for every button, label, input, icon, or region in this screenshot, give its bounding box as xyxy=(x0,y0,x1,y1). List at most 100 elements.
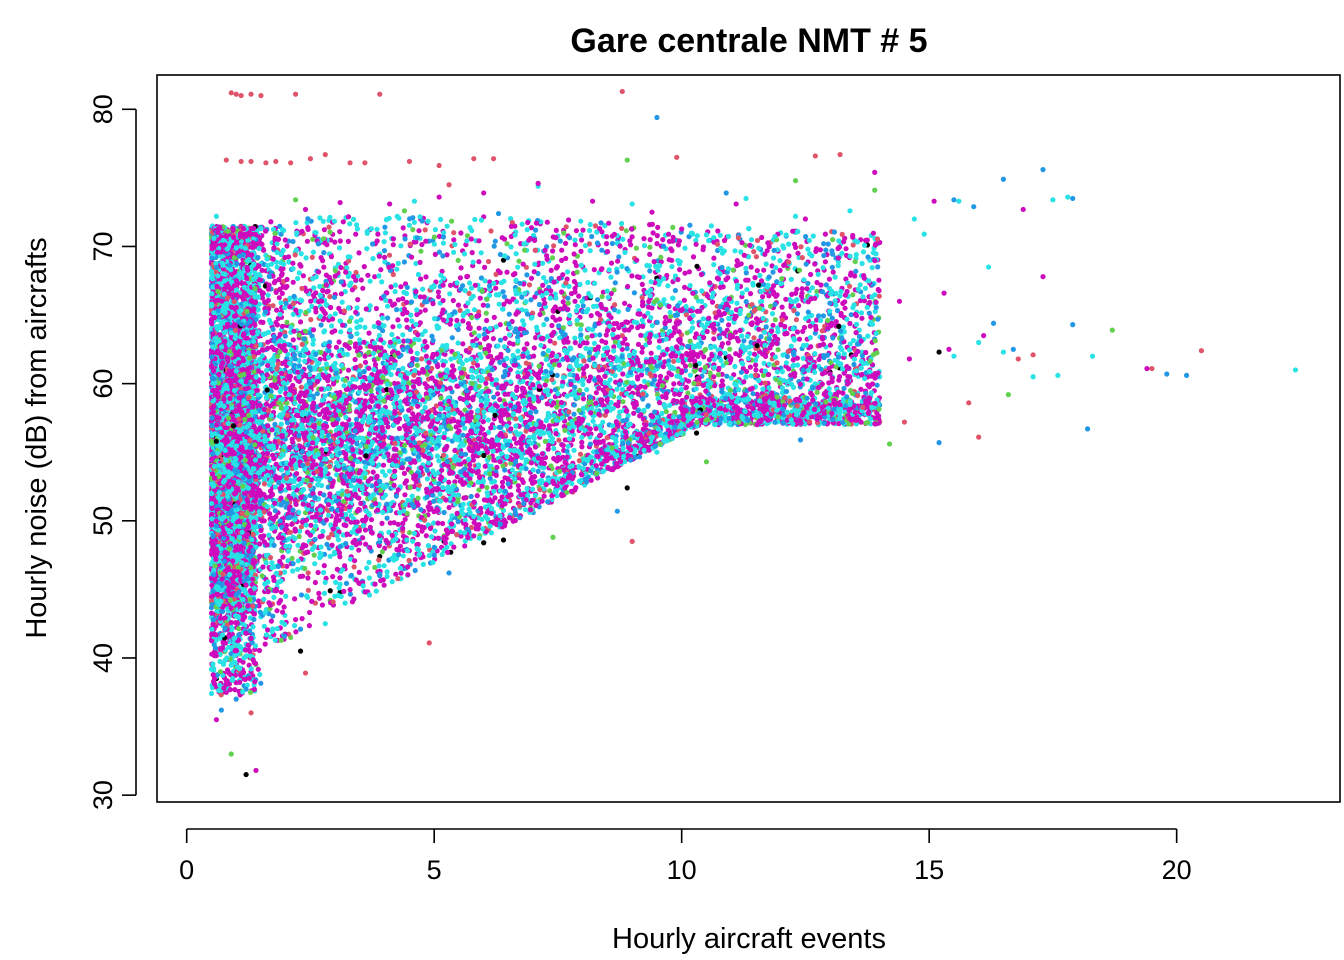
data-point xyxy=(936,349,942,355)
data-point xyxy=(550,534,556,540)
data-point xyxy=(468,493,474,500)
data-point xyxy=(647,293,653,299)
data-point xyxy=(265,362,271,369)
data-point xyxy=(580,227,586,233)
data-point xyxy=(416,394,423,400)
data-point xyxy=(872,187,878,193)
data-point xyxy=(389,331,395,338)
data-point xyxy=(500,537,507,543)
data-point xyxy=(290,439,296,445)
data-point xyxy=(744,287,750,293)
data-point xyxy=(524,341,530,347)
data-point xyxy=(458,477,464,483)
data-point xyxy=(669,257,675,263)
data-point xyxy=(396,323,402,329)
data-point xyxy=(906,356,912,362)
data-point xyxy=(347,221,353,227)
data-point xyxy=(394,266,400,272)
data-point xyxy=(1070,195,1076,202)
data-point xyxy=(332,311,338,317)
data-point xyxy=(391,520,397,526)
data-point xyxy=(377,91,383,97)
data-point xyxy=(297,319,304,325)
data-point xyxy=(295,566,301,572)
data-point xyxy=(430,492,436,498)
data-point xyxy=(773,265,779,271)
data-point xyxy=(497,359,503,365)
data-point xyxy=(1020,206,1026,213)
data-point xyxy=(350,216,357,222)
data-point xyxy=(976,339,982,346)
chart-title: Gare centrale NMT # 5 xyxy=(570,22,927,60)
data-point xyxy=(328,280,334,286)
data-point xyxy=(1000,349,1007,355)
data-point xyxy=(321,563,327,569)
data-point xyxy=(803,234,809,240)
data-point xyxy=(708,223,714,229)
data-point xyxy=(441,434,447,441)
data-point xyxy=(429,333,435,339)
data-point xyxy=(736,352,743,358)
data-point xyxy=(842,305,848,311)
point-cloud xyxy=(208,213,883,698)
data-point xyxy=(470,397,476,403)
x-tick-label: 0 xyxy=(179,855,194,885)
data-point xyxy=(671,381,677,387)
data-point xyxy=(571,447,577,453)
data-point xyxy=(394,307,400,313)
data-point xyxy=(857,282,863,288)
data-point xyxy=(859,315,865,321)
data-point xyxy=(422,307,428,313)
data-point xyxy=(657,373,664,379)
data-point xyxy=(436,162,442,169)
y-tick-label: 40 xyxy=(88,643,118,673)
data-point xyxy=(499,479,506,485)
data-point xyxy=(314,391,320,397)
data-point xyxy=(792,213,799,219)
data-point xyxy=(243,771,249,778)
data-point xyxy=(244,682,250,688)
data-point xyxy=(591,340,598,346)
data-point xyxy=(874,382,880,388)
data-point xyxy=(228,90,234,96)
data-point xyxy=(386,468,393,474)
data-point xyxy=(253,767,259,774)
data-point xyxy=(371,323,377,330)
data-point xyxy=(709,299,716,305)
data-point xyxy=(694,233,700,239)
data-point xyxy=(840,324,847,330)
data-point xyxy=(747,364,754,370)
data-point xyxy=(372,564,378,571)
data-point xyxy=(446,182,452,188)
data-point xyxy=(966,400,972,406)
data-point xyxy=(419,241,425,248)
data-point xyxy=(525,354,532,360)
data-point xyxy=(847,341,853,347)
data-point xyxy=(270,303,276,309)
data-point xyxy=(270,256,276,262)
data-point xyxy=(566,283,572,289)
data-point xyxy=(265,627,271,633)
data-point xyxy=(419,528,425,534)
data-point xyxy=(322,621,328,627)
data-point xyxy=(302,206,309,213)
data-point xyxy=(422,227,428,233)
data-point xyxy=(985,264,992,270)
series-2 xyxy=(218,114,1190,713)
data-point xyxy=(1015,356,1021,362)
data-point xyxy=(624,485,630,491)
data-point xyxy=(381,254,388,260)
data-point xyxy=(1292,367,1299,373)
plot-frame xyxy=(156,74,1341,803)
data-point xyxy=(441,509,447,516)
data-point xyxy=(1010,346,1016,352)
x-tick-label: 5 xyxy=(427,855,442,885)
data-point xyxy=(521,322,527,328)
data-point xyxy=(440,520,446,527)
data-point xyxy=(649,365,655,371)
data-point xyxy=(460,341,466,347)
data-point xyxy=(838,328,844,334)
data-point xyxy=(292,596,298,602)
data-point xyxy=(347,591,353,597)
